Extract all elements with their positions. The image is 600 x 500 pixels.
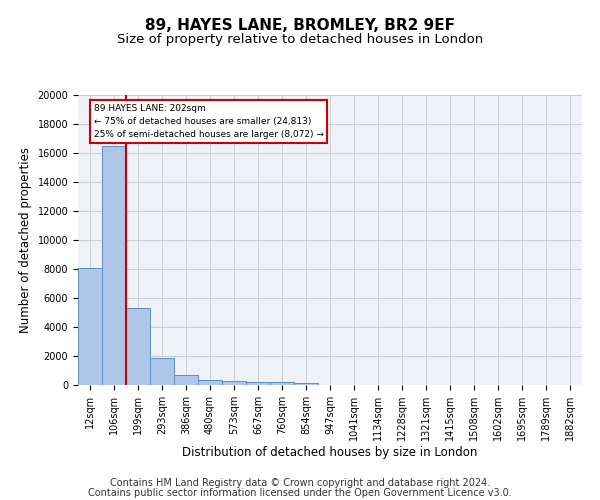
Bar [294,383,318,385]
Text: Contains HM Land Registry data © Crown copyright and database right 2024.: Contains HM Land Registry data © Crown c… [110,478,490,488]
Bar [246,382,270,385]
Bar [150,358,174,385]
Bar [78,268,102,385]
Bar [102,146,126,385]
Text: 89, HAYES LANE, BROMLEY, BR2 9EF: 89, HAYES LANE, BROMLEY, BR2 9EF [145,18,455,32]
Text: Contains public sector information licensed under the Open Government Licence v3: Contains public sector information licen… [88,488,512,498]
Text: Size of property relative to detached houses in London: Size of property relative to detached ho… [117,32,483,46]
Text: 89 HAYES LANE: 202sqm
← 75% of detached houses are smaller (24,813)
25% of semi-: 89 HAYES LANE: 202sqm ← 75% of detached … [94,104,323,139]
Y-axis label: Number of detached properties: Number of detached properties [19,147,32,333]
X-axis label: Distribution of detached houses by size in London: Distribution of detached houses by size … [182,446,478,459]
Bar [198,380,222,385]
Bar [222,381,246,385]
Bar [270,382,294,385]
Bar [174,375,198,385]
Bar [126,308,150,385]
